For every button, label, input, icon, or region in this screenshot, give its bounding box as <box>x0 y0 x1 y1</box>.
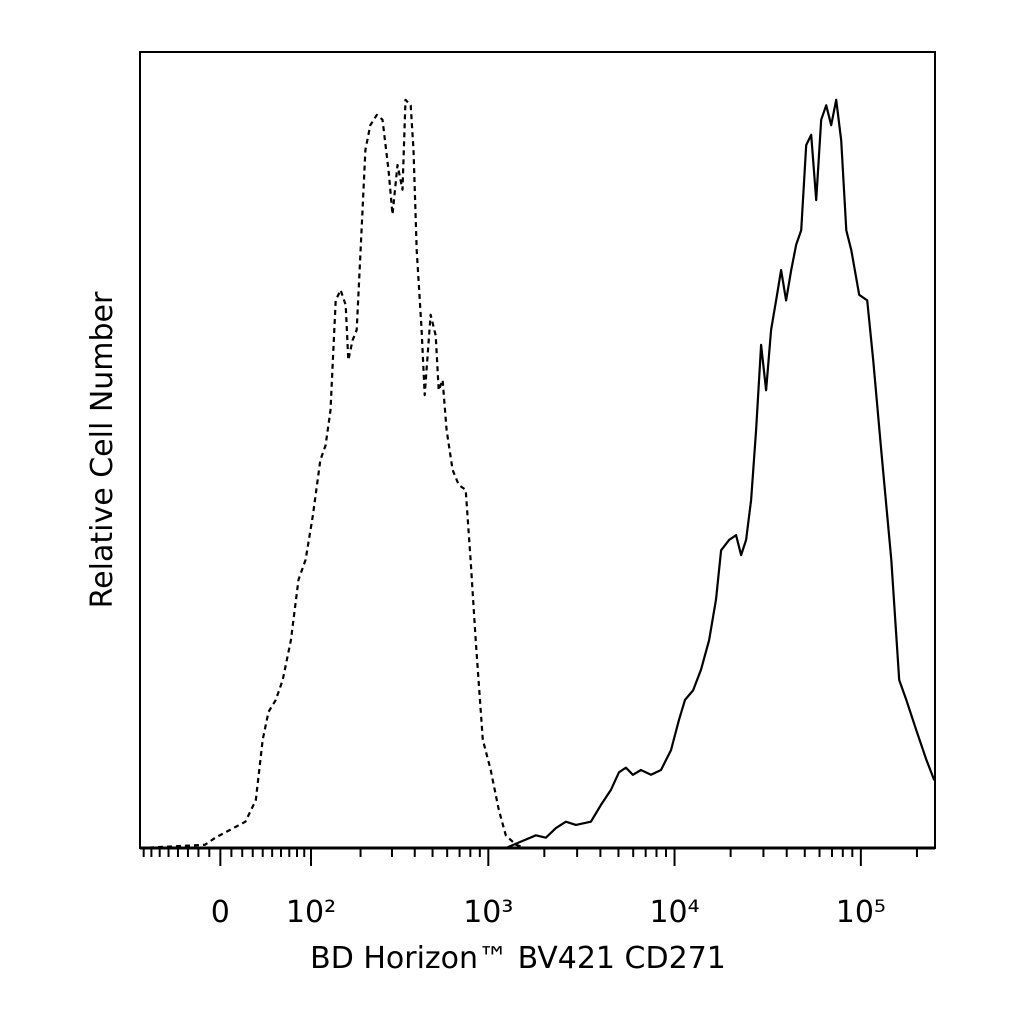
x-axis-label: BD Horizon™ BV421 CD271 <box>310 941 726 976</box>
x-tick-label: 0 <box>211 895 230 930</box>
x-tick-label: 10⁵ <box>836 895 886 930</box>
x-tick-label: 10⁴ <box>649 895 699 930</box>
x-tick-label: 10³ <box>463 895 513 930</box>
x-tick-label: 10² <box>286 895 336 930</box>
histogram-line <box>140 98 936 850</box>
histogram-line <box>139 98 935 850</box>
y-axis-label: Relative Cell Number <box>85 291 120 608</box>
plot-frame <box>139 51 936 849</box>
